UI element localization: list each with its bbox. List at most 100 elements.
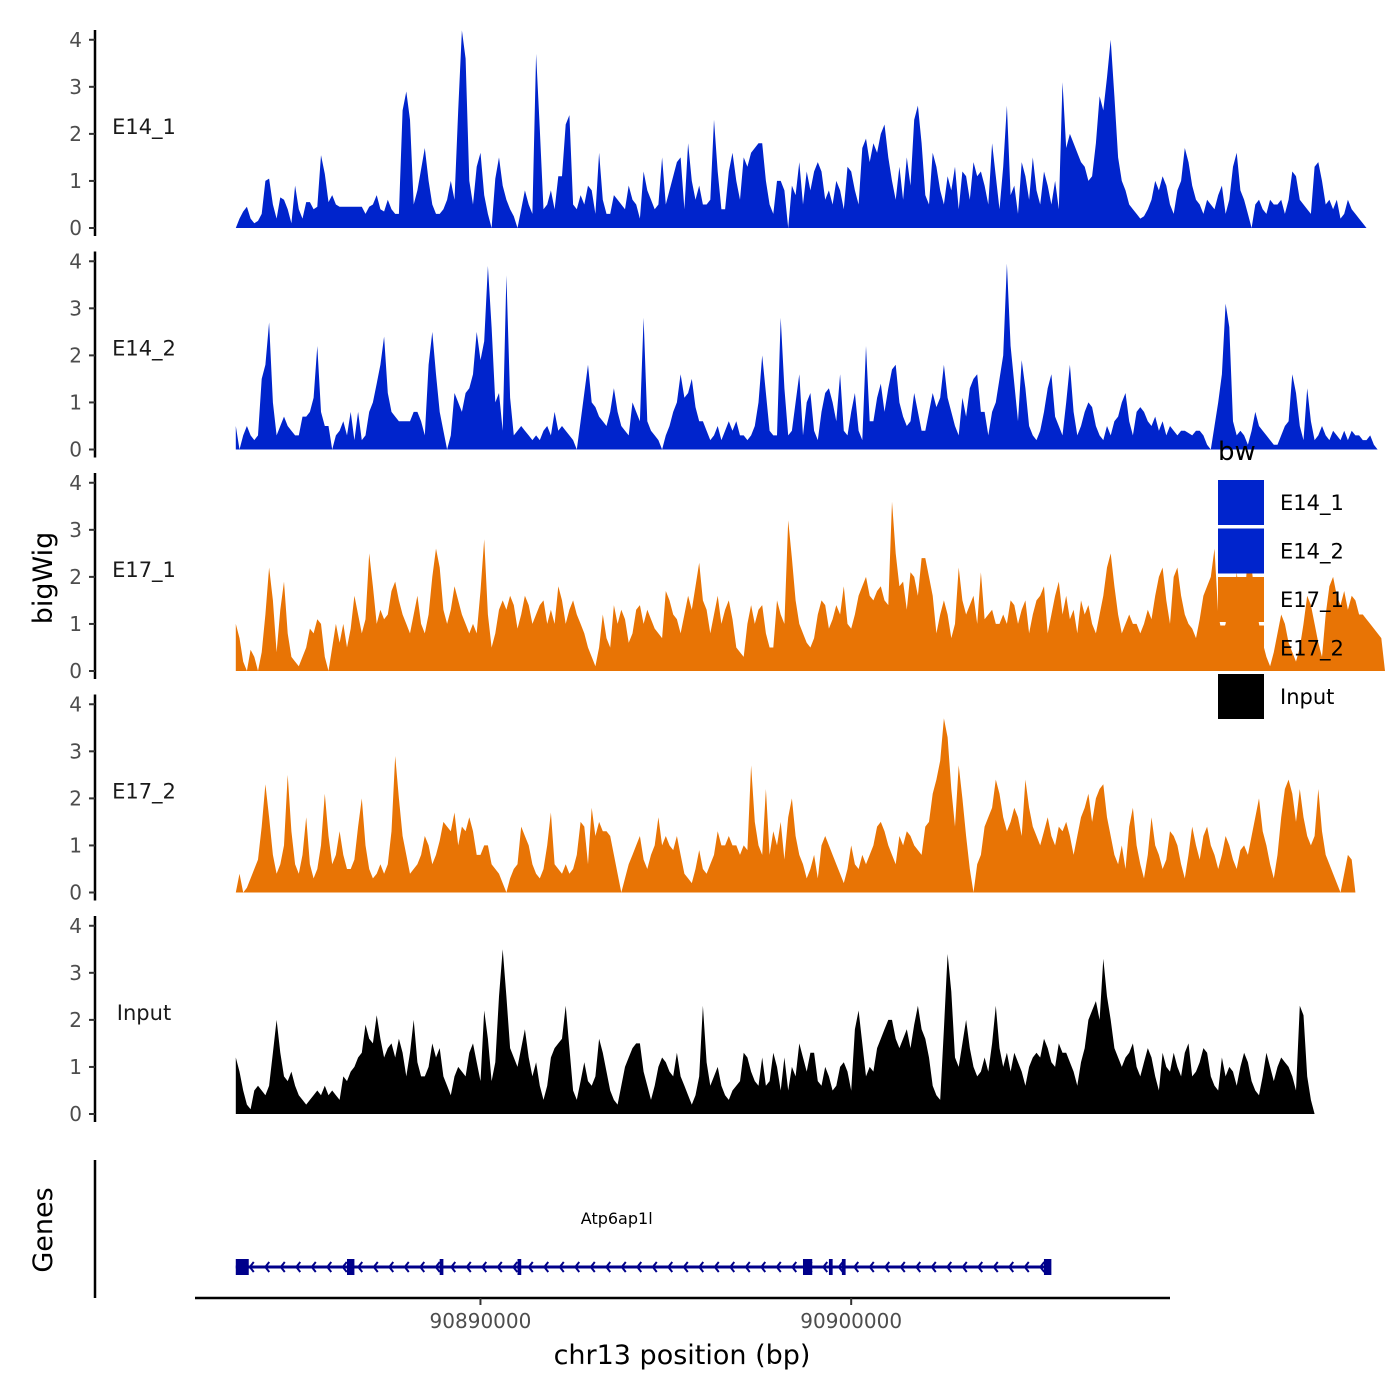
- strand-arrow: [945, 1261, 953, 1273]
- strand-arrow: [666, 1261, 674, 1273]
- strand-arrow: [341, 1261, 348, 1273]
- track-input: 0 1 2 3 4 Input: [69, 914, 1315, 1126]
- y-tick-label: 1: [69, 833, 82, 857]
- y-tick-label: 2: [69, 565, 82, 589]
- y-tick-label: 0: [69, 881, 82, 905]
- strand-arrow: [496, 1261, 503, 1273]
- y-tick-label: 0: [69, 659, 82, 683]
- strand-arrow: [542, 1261, 550, 1273]
- y-axis-title: bigWig: [28, 532, 59, 625]
- strand-arrow: [294, 1261, 302, 1273]
- exon: [802, 1259, 813, 1275]
- strand-arrow: [387, 1261, 395, 1273]
- strand-arrow: [1038, 1261, 1046, 1273]
- y-tick-label: 3: [69, 75, 82, 99]
- y-tick-label: 4: [69, 28, 82, 52]
- strand-arrow: [449, 1261, 457, 1273]
- y-tick-label: 4: [69, 914, 82, 938]
- strand-arrow: [480, 1261, 488, 1273]
- y-tick-label: 0: [69, 216, 82, 240]
- strand-arrow: [310, 1261, 317, 1273]
- x-axis-title: chr13 position (bp): [554, 1340, 811, 1371]
- legend-swatch: [1218, 674, 1264, 719]
- y-tick-label: 0: [69, 438, 82, 462]
- strand-arrow: [992, 1261, 999, 1273]
- strand-arrow: [356, 1261, 364, 1273]
- strand-arrow: [728, 1261, 736, 1273]
- strand-arrow: [976, 1261, 984, 1273]
- track-e14_1: 0 1 2 3 4 E14_1: [69, 28, 1367, 240]
- legend-label: E17_1: [1280, 588, 1344, 613]
- legend: E14_1 E14_2 E17_1 E17_2 Input: [1218, 480, 1344, 719]
- strand-arrow: [883, 1261, 891, 1273]
- track-e17_2: 0 1 2 3 4 E17_2: [69, 692, 1356, 905]
- strand-arrow: [434, 1261, 441, 1273]
- legend-item-e17_1: E17_1: [1218, 577, 1344, 622]
- strand-arrow: [1023, 1261, 1030, 1273]
- exon: [235, 1259, 249, 1275]
- legend-label: Input: [1280, 685, 1334, 709]
- y-tick-label: 2: [69, 343, 82, 367]
- track-label: E17_2: [112, 779, 176, 804]
- y-tick-label: 1: [69, 1055, 82, 1079]
- y-tick-label: 3: [69, 739, 82, 763]
- x-tick-label: 90900000: [800, 1309, 902, 1333]
- track-label: Input: [117, 1001, 171, 1025]
- strand-arrow: [263, 1261, 271, 1273]
- strand-arrow: [589, 1261, 596, 1273]
- strand-arrow: [682, 1261, 689, 1273]
- strand-arrow: [961, 1261, 968, 1273]
- strand-arrow: [635, 1261, 643, 1273]
- coverage-tracks: 0 1 2 3 4 E14_1 0 1 2 3 4 E14_2 0 1 2 3 4 E17_1 0 1 2 3 4 E17_2…: [69, 28, 1385, 1126]
- exon: [828, 1259, 833, 1275]
- legend-label: E14_1: [1280, 491, 1344, 516]
- strand-arrow: [604, 1261, 612, 1273]
- y-tick-label: 4: [69, 249, 82, 273]
- strand-arrow: [573, 1261, 581, 1273]
- x-tick-label: 90890000: [430, 1309, 532, 1333]
- y-tick-label: 1: [69, 390, 82, 414]
- strand-arrow: [403, 1261, 410, 1273]
- strand-arrow: [914, 1261, 922, 1273]
- strand-arrow: [821, 1261, 829, 1273]
- coverage-area-e14_1: [235, 30, 1367, 229]
- strand-arrow: [1007, 1261, 1015, 1273]
- gene-atp6ap1l: Atp6ap1l: [235, 1209, 1052, 1275]
- strand-arrow: [713, 1261, 720, 1273]
- y-tick-label: 3: [69, 296, 82, 320]
- legend-item-e17_2: E17_2: [1218, 625, 1344, 671]
- y-tick-label: 0: [69, 1102, 82, 1126]
- strand-arrow: [279, 1261, 286, 1273]
- strand-arrow: [651, 1261, 658, 1273]
- strand-arrow: [418, 1261, 426, 1273]
- exon: [439, 1259, 444, 1275]
- coverage-area-e17_1: [235, 501, 1385, 671]
- y-tick-label: 3: [69, 518, 82, 542]
- genes-panel: Atp6ap1l: [93, 1160, 1052, 1298]
- strand-arrow: [930, 1261, 937, 1273]
- strand-arrow: [837, 1261, 844, 1273]
- strand-arrow: [248, 1261, 255, 1273]
- legend-swatch: [1218, 577, 1264, 622]
- strand-arrow: [759, 1261, 767, 1273]
- y-tick-label: 3: [69, 961, 82, 985]
- exon: [841, 1259, 846, 1275]
- exon: [346, 1259, 355, 1275]
- legend-title: bw: [1218, 437, 1256, 467]
- y-tick-label: 4: [69, 692, 82, 716]
- exon: [1043, 1259, 1052, 1275]
- track-e14_2: 0 1 2 3 4 E14_2: [69, 249, 1378, 462]
- track-e17_1: 0 1 2 3 4 E17_1: [69, 471, 1385, 683]
- y-tick-label: 4: [69, 471, 82, 495]
- coverage-area-e17_2: [235, 718, 1356, 893]
- legend-item-e14_1: E14_1: [1218, 480, 1344, 525]
- x-axis: 90890000 90900000: [195, 1296, 1170, 1333]
- strand-arrow: [868, 1261, 875, 1273]
- strand-arrow: [744, 1261, 751, 1273]
- track-label: E17_1: [112, 558, 176, 583]
- genes-panel-title: Genes: [28, 1187, 59, 1272]
- gene-label: Atp6ap1l: [581, 1209, 653, 1228]
- strand-arrow: [558, 1261, 565, 1273]
- strand-arrow: [511, 1261, 519, 1273]
